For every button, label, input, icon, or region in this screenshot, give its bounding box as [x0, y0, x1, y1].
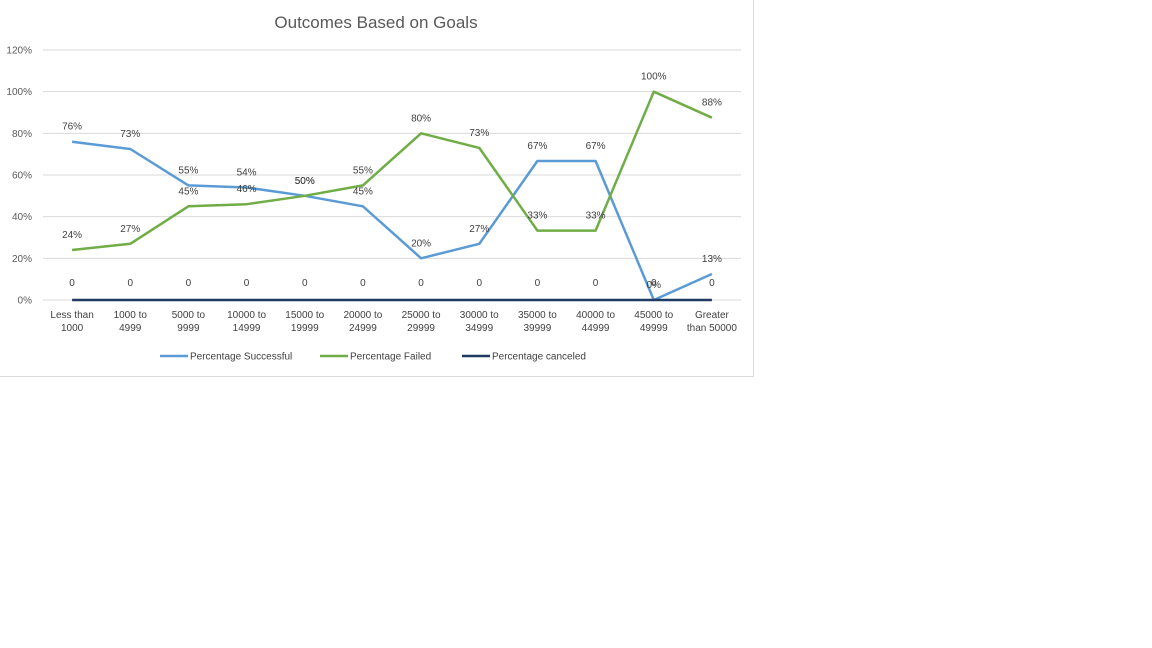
data-label: 80%: [411, 113, 431, 124]
x-tick-label: 15000 to 19999: [285, 310, 324, 334]
data-label: 0: [360, 278, 366, 289]
data-label: 33%: [527, 211, 547, 222]
data-label: 0: [69, 278, 75, 289]
x-tick-label: 5000 to 9999: [172, 310, 206, 334]
series-line-1: [71, 90, 713, 252]
data-label: 45%: [178, 186, 198, 197]
data-label: 54%: [237, 168, 257, 179]
data-label: 0: [709, 278, 715, 289]
data-label: 67%: [586, 141, 606, 152]
x-tick-label: Greater than 50000: [687, 310, 737, 334]
x-tick-label: 35000 to 39999: [518, 310, 557, 334]
data-label: 27%: [120, 224, 140, 235]
data-label: 24%: [62, 230, 82, 241]
data-label: 0: [244, 278, 250, 289]
data-label: 13%: [702, 254, 722, 265]
data-label: 55%: [178, 165, 198, 176]
y-tick-label: 120%: [6, 46, 32, 57]
chart-title: Outcomes Based on Goals: [274, 13, 477, 32]
data-label: 0%: [647, 280, 662, 291]
data-label: 45%: [353, 186, 373, 197]
x-tick-label: Less than 1000: [50, 310, 93, 334]
y-tick-label: 100%: [6, 87, 32, 98]
legend: Percentage Successful Percentage Failed Pe…: [160, 352, 586, 363]
x-tick-label: 20000 to 24999: [343, 310, 382, 334]
y-tick-label: 0%: [18, 296, 33, 307]
data-labels: 76% 73% 55% 54% 50% 45% 20% 27% 67% 67% 0% 13% 24% 27…: [62, 72, 722, 291]
data-label: 0: [127, 278, 133, 289]
data-label: 0: [302, 278, 308, 289]
line-chart: Outcomes Based on Goals 0% 20% 40% 60% 80% 10…: [6, 13, 741, 363]
series-line-0: [71, 140, 713, 302]
data-label: 76%: [62, 122, 82, 133]
data-label: 50%: [295, 176, 315, 187]
data-label: 0: [476, 278, 482, 289]
legend-label: Percentage canceled: [492, 352, 586, 363]
x-tick-label: 40000 to 44999: [576, 310, 615, 334]
data-label: 33%: [586, 211, 606, 222]
y-tick-label: 40%: [12, 212, 32, 223]
x-tick-label: 30000 to 34999: [460, 310, 499, 334]
legend-label: Percentage Failed: [350, 352, 431, 363]
y-tick-label: 80%: [12, 129, 32, 140]
data-label: 0: [651, 278, 657, 289]
data-label: 0: [593, 278, 599, 289]
x-tick-label: 45000 to 49999: [634, 310, 673, 334]
x-axis-ticks: Less than 1000 1000 to 4999 5000 to 9999 10000…: [50, 310, 737, 334]
data-label: 55%: [353, 165, 373, 176]
x-tick-label: 10000 to 14999: [227, 310, 266, 334]
data-label: 0: [418, 278, 424, 289]
x-tick-label: 25000 to 29999: [402, 310, 441, 334]
data-label: 0: [186, 278, 192, 289]
data-label: 67%: [527, 141, 547, 152]
data-label: 27%: [469, 224, 489, 235]
legend-label: Percentage Successful: [190, 352, 292, 363]
gridlines: [43, 49, 741, 301]
data-label: 73%: [469, 128, 489, 139]
series-lines: [71, 90, 713, 302]
data-label: 46%: [237, 184, 257, 195]
data-label: 0: [535, 278, 541, 289]
y-tick-label: 20%: [12, 254, 32, 265]
x-tick-label: 1000 to 4999: [114, 310, 148, 334]
chart-frame: Outcomes Based on Goals 0% 20% 40% 60% 80% 10…: [0, 0, 754, 377]
y-axis-ticks: 0% 20% 40% 60% 80% 100% 120%: [6, 46, 32, 307]
y-tick-label: 60%: [12, 171, 32, 182]
data-label: 73%: [120, 129, 140, 140]
data-label: 100%: [641, 72, 667, 83]
data-label: 50%: [295, 176, 315, 187]
data-label: 88%: [702, 98, 722, 109]
data-label: 20%: [411, 238, 431, 249]
